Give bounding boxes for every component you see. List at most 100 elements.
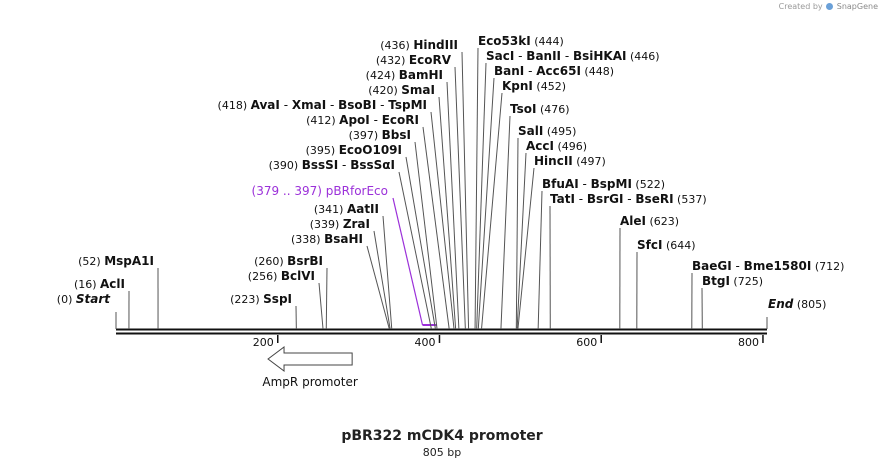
enzyme-name: BssSαI xyxy=(350,158,395,172)
restriction-site[interactable]: SacI - BanII - BsiHKAI (446) xyxy=(476,49,660,330)
restriction-site[interactable]: (16) AclI xyxy=(74,277,130,330)
site-label: Eco53kI (444) xyxy=(478,34,564,48)
restriction-site[interactable]: (390) BssSI - BssSαI xyxy=(269,158,432,330)
restriction-site[interactable]: BaeGI - Bme1580I (712) xyxy=(691,259,845,330)
restriction-site[interactable]: TsoI (476) xyxy=(500,102,570,330)
restriction-site[interactable]: (436) HindIII xyxy=(380,38,470,330)
restriction-site[interactable]: (412) ApoI - EcoRI xyxy=(306,113,450,330)
site-label: (436) HindIII xyxy=(380,38,458,52)
restriction-site[interactable]: BtgI (725) xyxy=(701,274,763,330)
site-leader-line xyxy=(474,47,479,330)
site-leader-line xyxy=(414,141,438,330)
enzyme-name: EcoRV xyxy=(409,53,452,67)
site-position: (223) xyxy=(230,293,263,306)
site-leader-line xyxy=(517,167,535,330)
site-position: (644) xyxy=(662,239,695,252)
restriction-site[interactable]: SalI (495) xyxy=(515,124,576,330)
enzyme-name: TspMI xyxy=(388,98,427,112)
site-position: (448) xyxy=(581,65,614,78)
restriction-site[interactable]: (52) MspA1I xyxy=(78,254,159,330)
restriction-site[interactable]: (0) Start xyxy=(57,292,117,329)
site-leader-line xyxy=(461,51,470,330)
scale-ticks: 200 400 600 800 xyxy=(253,335,764,349)
restriction-site[interactable]: (424) BamHI xyxy=(366,68,460,330)
restriction-site[interactable]: BanI - Acc65I (448) xyxy=(477,64,614,330)
site-position: (444) xyxy=(531,35,564,48)
site-leader-line xyxy=(515,137,519,330)
site-position: (476) xyxy=(536,103,569,116)
restriction-sites: (436) HindIII(432) EcoRV(424) BamHI(420)… xyxy=(57,34,845,330)
site-separator: - xyxy=(732,259,744,273)
site-leader-line xyxy=(481,92,503,330)
site-position: (412) xyxy=(306,114,339,127)
enzyme-name: ApoI xyxy=(339,113,370,127)
enzyme-name: SalI xyxy=(518,124,543,138)
site-label: (256) BclVI xyxy=(248,269,315,283)
snapgene-credit: Created by SnapGene xyxy=(779,2,878,11)
restriction-site[interactable]: TatI - BsrGI - BseRI (537) xyxy=(549,192,707,330)
site-position: (537) xyxy=(674,193,707,206)
site-label: (52) MspA1I xyxy=(78,254,154,268)
site-label: (338) BsaHI xyxy=(291,232,363,246)
restriction-site[interactable]: End (805) xyxy=(766,297,826,329)
site-separator: - xyxy=(326,98,338,112)
restriction-site[interactable]: BfuAI - BspMI (522) xyxy=(537,177,665,330)
site-position: (436) xyxy=(380,39,413,52)
restriction-site[interactable]: (339) ZraI xyxy=(310,217,391,330)
site-leader-line xyxy=(398,171,432,330)
restriction-site[interactable]: AccI (496) xyxy=(516,139,587,330)
enzyme-name: BaeGI xyxy=(692,259,732,273)
enzyme-name: BtgI xyxy=(702,274,730,288)
enzyme-name: AatII xyxy=(347,202,379,216)
restriction-site[interactable]: HincII (497) xyxy=(517,154,606,330)
restriction-site[interactable]: (223) SspI xyxy=(230,292,297,330)
feature-label: AmpR promoter xyxy=(262,375,357,389)
enzyme-name: Bme1580I xyxy=(744,259,812,273)
restriction-site[interactable]: (256) BclVI xyxy=(248,269,324,330)
enzyme-name: BamHI xyxy=(399,68,443,82)
site-separator: - xyxy=(561,49,573,63)
credit-text: Created by xyxy=(778,2,823,11)
restriction-site[interactable]: SfcI (644) xyxy=(636,238,696,330)
enzyme-name: AleI xyxy=(620,214,646,228)
enzyme-name: Acc65I xyxy=(536,64,581,78)
site-position: (805) xyxy=(793,298,826,311)
scale-tick-label: 800 xyxy=(738,336,759,349)
enzyme-name: End xyxy=(768,297,794,311)
restriction-site[interactable]: AleI (623) xyxy=(619,214,679,330)
site-position: (725) xyxy=(730,275,763,288)
site-label: (432) EcoRV xyxy=(376,53,452,67)
feature-ampr-promoter[interactable]: AmpR promoter xyxy=(262,346,358,389)
enzyme-name: HincII xyxy=(534,154,573,168)
enzyme-name: BseRI xyxy=(635,192,673,206)
site-leader-line xyxy=(454,66,466,330)
site-label: BanI - Acc65I (448) xyxy=(494,64,614,78)
site-position: (495) xyxy=(543,125,576,138)
restriction-site[interactable]: (418) AvaI - XmaI - BsoBI - TspMI xyxy=(218,98,455,330)
site-position: (338) xyxy=(291,233,324,246)
primer-pbrforeco[interactable]: (379 .. 397) pBRforEco xyxy=(252,184,438,326)
site-leader-line xyxy=(422,126,450,330)
site-label: (339) ZraI xyxy=(310,217,370,231)
restriction-site[interactable]: (420) SmaI xyxy=(368,83,457,330)
restriction-site[interactable]: (341) AatII xyxy=(314,202,393,330)
enzyme-name: Eco53kI xyxy=(478,34,531,48)
site-position: (256) xyxy=(248,270,281,283)
enzyme-name: BspMI xyxy=(591,177,632,191)
site-position: (623) xyxy=(646,215,679,228)
restriction-site[interactable]: (397) BbsI xyxy=(349,128,438,330)
restriction-site[interactable]: (395) EcoO109I xyxy=(306,143,436,330)
restriction-site[interactable]: (432) EcoRV xyxy=(376,53,466,330)
restriction-site[interactable]: Eco53kI (444) xyxy=(474,34,564,330)
site-position: (397) xyxy=(349,129,382,142)
enzyme-name: BsiHKAI xyxy=(573,49,627,63)
site-position: (452) xyxy=(533,80,566,93)
site-label: (390) BssSI - BssSαI xyxy=(269,158,395,172)
restriction-site[interactable]: KpnI (452) xyxy=(481,79,566,330)
site-label: BfuAI - BspMI (522) xyxy=(542,177,665,191)
site-position: (712) xyxy=(811,260,844,273)
restriction-site[interactable]: (338) BsaHI xyxy=(291,232,390,330)
map-length: 805 bp xyxy=(422,446,462,459)
site-leader-line xyxy=(516,152,527,330)
restriction-site[interactable]: (260) BsrBI xyxy=(254,254,328,330)
